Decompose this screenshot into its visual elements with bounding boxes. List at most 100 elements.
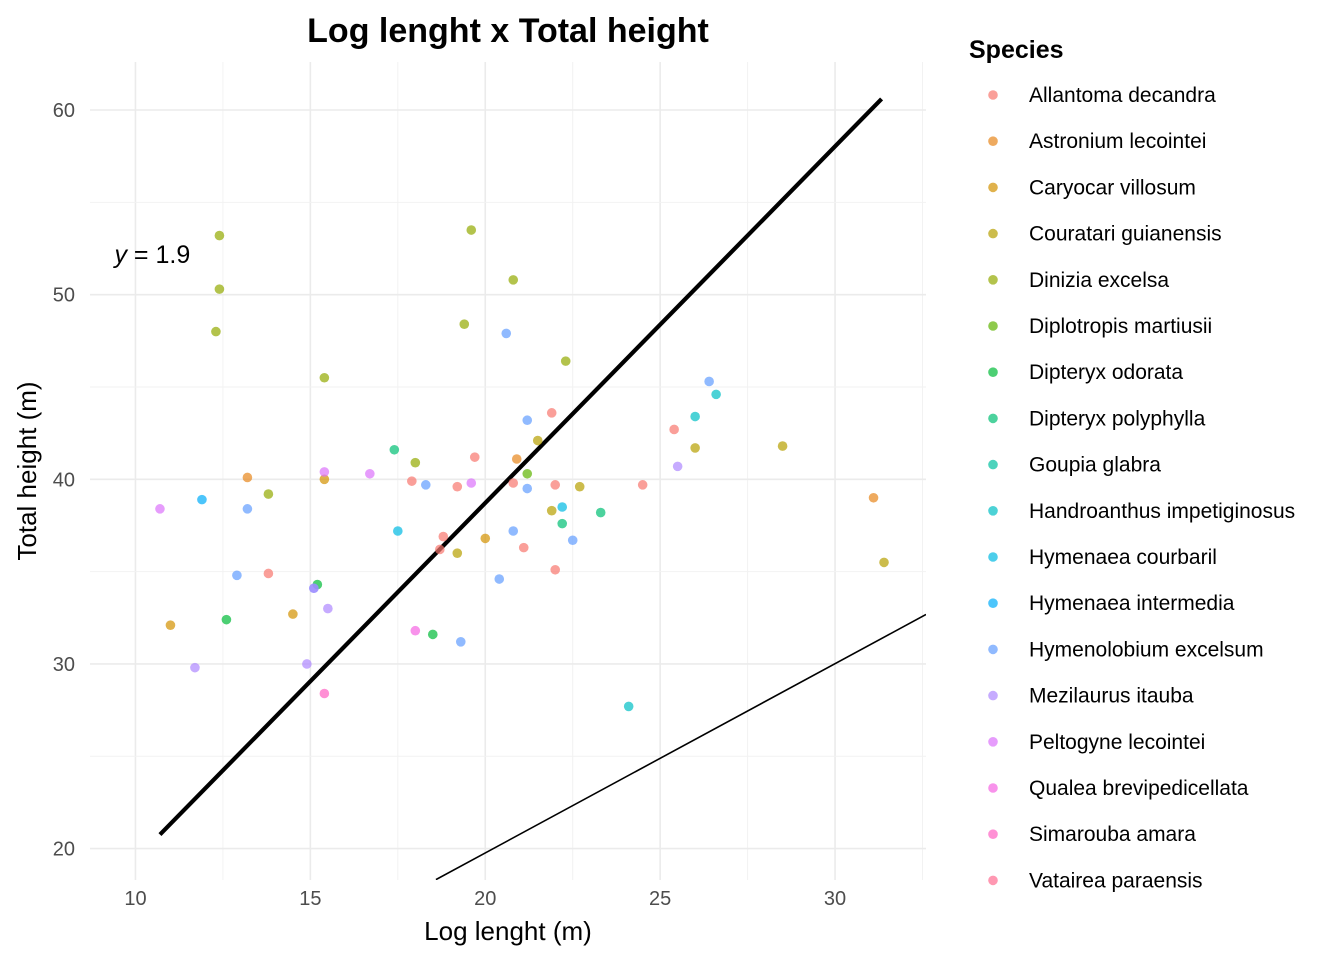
- data-point: [214, 230, 225, 241]
- legend-key: [988, 690, 998, 701]
- data-point: [319, 688, 330, 699]
- data-point: [319, 372, 330, 383]
- x-tick-label: 30: [824, 888, 846, 910]
- legend-key: [988, 367, 998, 378]
- data-point: [410, 457, 421, 468]
- data-point: [546, 408, 557, 418]
- data-point: [323, 603, 333, 614]
- data-point: [777, 441, 788, 451]
- legend-label: Dipteryx polyphylla: [1029, 407, 1206, 430]
- legend-label: Hymenaea intermedia: [1029, 592, 1235, 615]
- data-point: [211, 326, 221, 337]
- data-point: [879, 557, 889, 568]
- data-point: [518, 542, 529, 553]
- data-point: [637, 480, 648, 490]
- data-point: [550, 564, 561, 575]
- fit-line-thick: [158, 97, 884, 837]
- legend-label: Caryocar villosum: [1029, 176, 1196, 199]
- data-point: [434, 544, 445, 555]
- legend-label: Diplotropis martiusii: [1029, 315, 1212, 338]
- legend-key: [988, 228, 998, 239]
- data-point: [410, 625, 421, 636]
- legend-label: Handroanthus impetiginosus: [1029, 500, 1295, 523]
- data-point: [595, 507, 606, 518]
- y-axis-title: Total height (m): [12, 381, 42, 560]
- legend-label: Peltogyne lecointei: [1029, 731, 1205, 754]
- data-point: [427, 629, 438, 640]
- y-tick-label: 30: [53, 654, 75, 676]
- data-point: [690, 411, 700, 422]
- data-point: [288, 609, 298, 619]
- data-point: [309, 583, 319, 594]
- data-point: [494, 574, 505, 584]
- data-point: [508, 478, 519, 488]
- legend-label: Qualea brevipedicellata: [1029, 777, 1249, 800]
- legend-key: [988, 182, 998, 193]
- legend-key: [988, 275, 998, 285]
- data-point: [550, 480, 561, 490]
- legend-key: [988, 459, 998, 470]
- y-tick-label: 40: [53, 469, 75, 491]
- legend-key: [988, 875, 998, 886]
- y-tick-label: 50: [53, 285, 75, 307]
- annotation-label: y = 1.9: [112, 241, 190, 269]
- data-point: [452, 481, 463, 492]
- legend: Species Allantoma decandra Astronium leco…: [969, 36, 1295, 892]
- x-tick-label: 25: [649, 888, 671, 910]
- data-point: [546, 505, 557, 516]
- legend-label: Dinizia excelsa: [1029, 269, 1169, 292]
- data-point: [466, 478, 477, 488]
- data-point: [165, 620, 176, 630]
- data-point: [522, 483, 533, 494]
- data-point: [469, 452, 480, 462]
- data-point: [455, 637, 466, 647]
- data-point: [508, 526, 519, 536]
- data-point: [532, 435, 543, 446]
- legend-label: Goupia glabra: [1029, 454, 1161, 477]
- fit-line-thin: [435, 613, 926, 880]
- x-tick-label: 15: [299, 888, 321, 910]
- x-tick-label: 10: [124, 888, 146, 910]
- legend-title: Species: [969, 36, 1064, 64]
- chart-title: Log lenght x Total height: [307, 12, 709, 50]
- data-point: [242, 472, 253, 483]
- legend-key: [988, 136, 998, 146]
- data-point: [319, 467, 330, 477]
- data-point: [704, 376, 714, 387]
- fit-lines: [158, 97, 926, 880]
- data-point: [438, 531, 449, 542]
- legend-label: Mezilaurus itauba: [1029, 685, 1194, 708]
- data-point: [155, 504, 165, 514]
- data-point: [420, 480, 431, 490]
- data-point: [263, 568, 274, 579]
- legend-label: Simarouba amara: [1029, 823, 1196, 846]
- data-point: [232, 570, 242, 581]
- data-point: [508, 275, 519, 285]
- legend-key: [988, 321, 998, 331]
- legend-label: Dipteryx odorata: [1029, 361, 1183, 384]
- data-point: [511, 454, 522, 464]
- legend-key: [988, 413, 998, 424]
- x-axis-title: Log lenght (m): [424, 916, 592, 946]
- y-tick-label: 20: [53, 839, 75, 861]
- data-point: [407, 476, 417, 486]
- data-point: [221, 614, 232, 625]
- legend-key: [988, 506, 998, 516]
- data-point: [574, 481, 585, 492]
- data-point: [557, 518, 568, 529]
- data-point: [501, 328, 512, 339]
- legend-label: Hymenolobium excelsum: [1029, 638, 1264, 661]
- legend-key: [988, 552, 998, 562]
- data-point: [263, 489, 274, 499]
- data-point: [557, 502, 568, 512]
- data-point: [623, 701, 634, 712]
- annotation-value: = 1.9: [127, 241, 190, 269]
- data-point: [389, 444, 400, 455]
- data-point: [242, 504, 253, 514]
- data-point: [522, 468, 533, 479]
- data-point: [197, 494, 207, 505]
- data-point: [672, 461, 683, 472]
- legend-key: [988, 644, 998, 655]
- data-point: [393, 526, 403, 536]
